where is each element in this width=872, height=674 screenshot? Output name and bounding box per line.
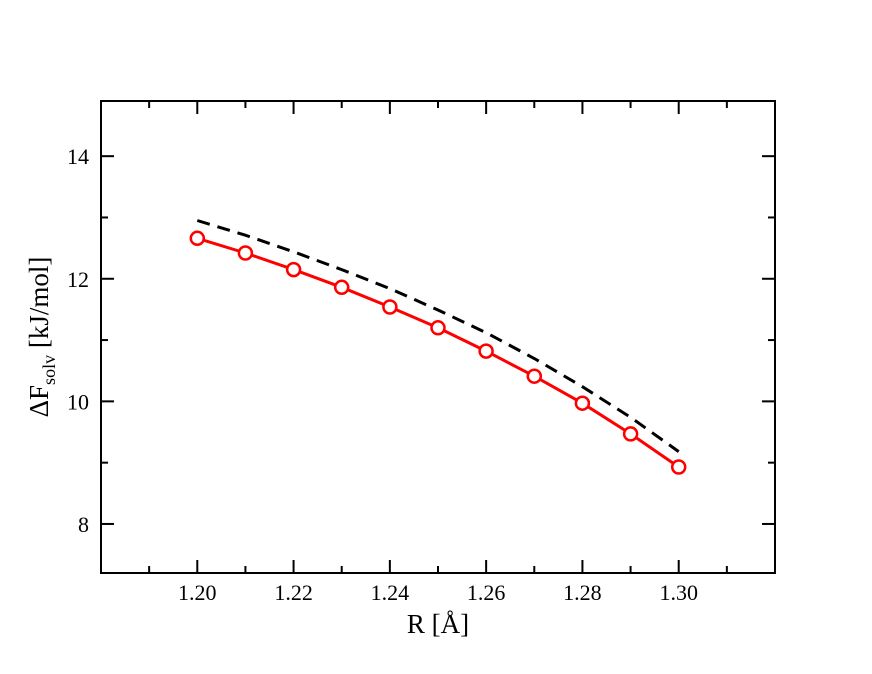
y-axis-label: ΔFsolv [kJ/mol] — [24, 257, 59, 418]
data-point-marker — [189, 230, 206, 247]
data-point-marker — [574, 395, 591, 411]
x-tick-label: 1.22 — [274, 580, 313, 605]
data-point-marker — [285, 261, 302, 278]
y-axis-label-main: ΔF — [24, 385, 54, 417]
data-point-marker — [237, 245, 254, 261]
x-axis-label: R [Å] — [407, 609, 469, 639]
axis-ticks — [101, 101, 775, 573]
series-line-solid — [196, 236, 680, 469]
axis-tick-labels: 1.20 1.22 1.24 1.26 1.28 1.30 8 10 12 14 — [67, 144, 698, 605]
y-tick-label: 14 — [67, 144, 89, 169]
series-line-dashed — [196, 219, 680, 453]
x-tick-label: 1.26 — [467, 580, 506, 605]
data-point-marker — [670, 459, 687, 475]
x-tick-label: 1.30 — [659, 580, 698, 605]
data-point-marker — [430, 320, 446, 336]
series-layer — [189, 219, 687, 475]
x-tick-label: 1.20 — [178, 580, 217, 605]
data-point-marker — [622, 426, 639, 442]
plot-frame — [100, 100, 776, 574]
data-point-marker — [333, 279, 350, 296]
y-tick-label: 10 — [67, 389, 89, 414]
y-tick-label: 12 — [67, 267, 89, 292]
data-point-marker — [478, 343, 494, 359]
y-axis-label-subscript: solv — [39, 355, 59, 385]
data-point-marker — [526, 368, 543, 384]
y-tick-label: 8 — [78, 512, 89, 537]
y-axis-label-unit: [kJ/mol] — [24, 257, 54, 355]
data-point-marker — [382, 299, 398, 315]
x-tick-label: 1.28 — [563, 580, 602, 605]
x-tick-label: 1.24 — [371, 580, 410, 605]
